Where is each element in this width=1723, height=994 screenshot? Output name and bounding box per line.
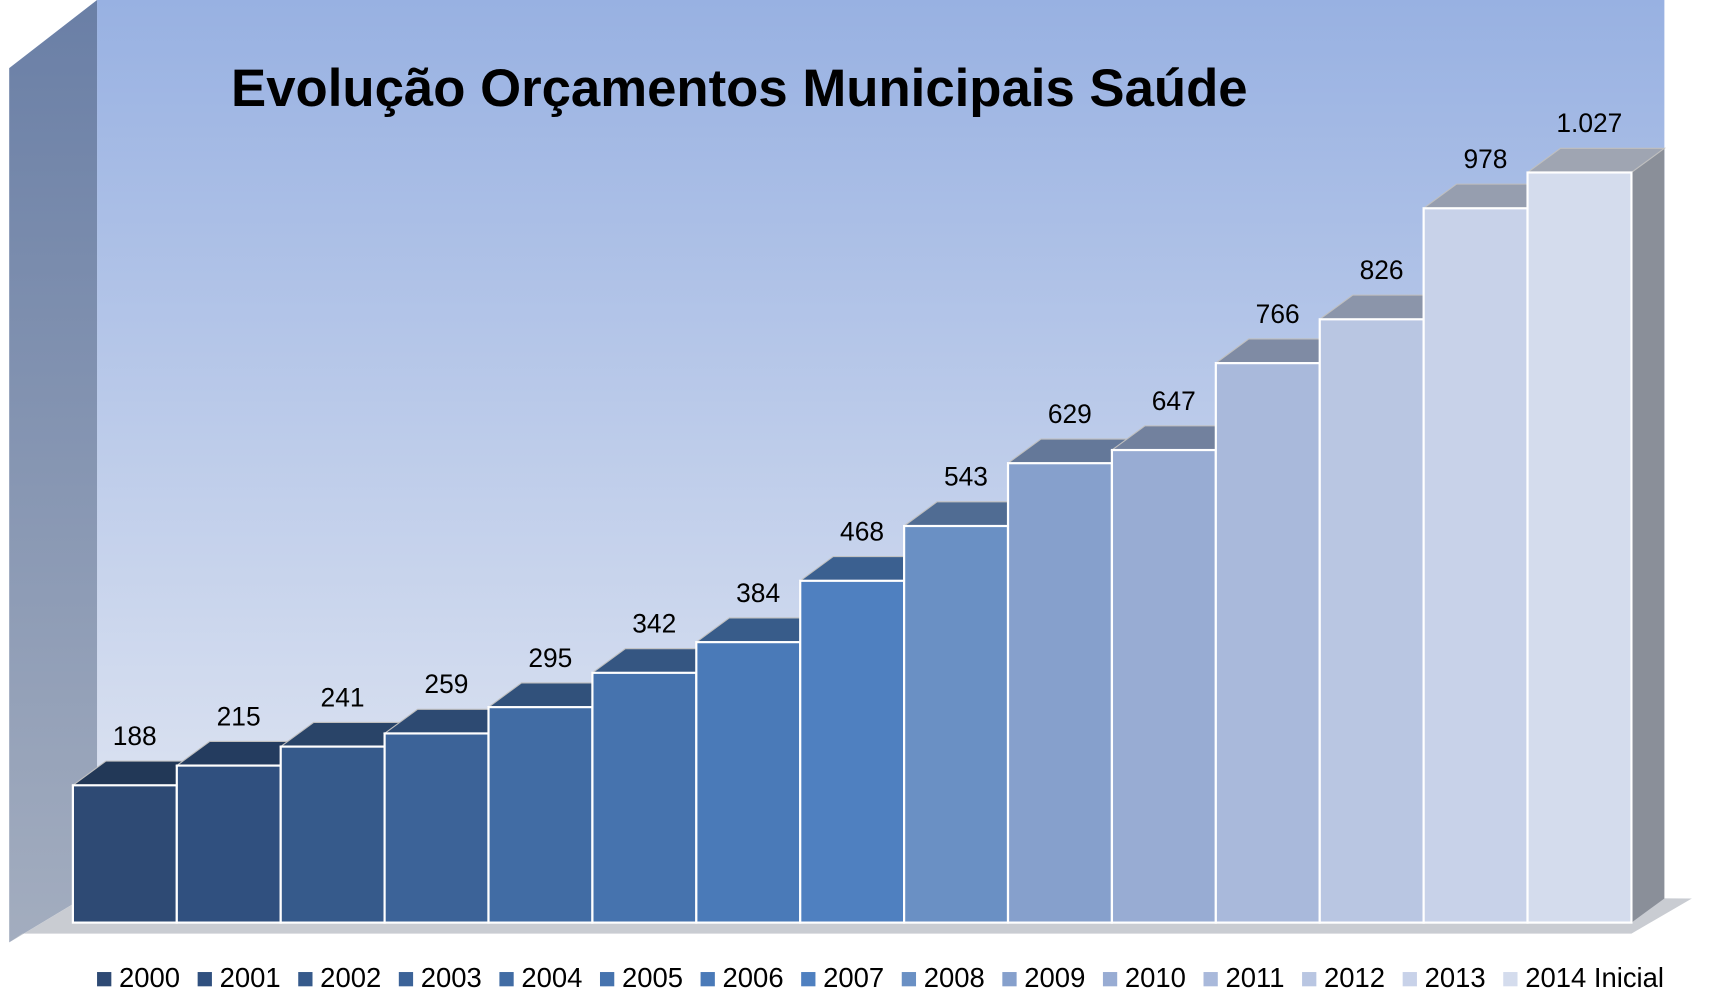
value-label: 1.027 xyxy=(1556,108,1622,138)
legend-label: 2007 xyxy=(823,962,884,993)
legend-swatch xyxy=(398,972,414,987)
legend-swatch xyxy=(1203,972,1218,987)
legend-swatch xyxy=(700,972,715,987)
bar xyxy=(1318,318,1425,924)
value-label: 342 xyxy=(632,609,676,639)
legend-label: 2000 xyxy=(119,962,180,993)
legend-label: 2002 xyxy=(320,962,381,993)
legend: 2000 2001 2002 2003 2004 2005 2006 2007 2008 2009… xyxy=(97,962,1664,993)
legend-label: 2013 xyxy=(1425,962,1486,993)
legend-swatch xyxy=(1302,972,1317,987)
legend-swatch xyxy=(1102,972,1118,987)
legend-label: 2004 xyxy=(521,962,582,993)
value-label: 978 xyxy=(1463,144,1507,174)
bar xyxy=(695,641,802,924)
legend-swatch xyxy=(599,972,615,987)
bar xyxy=(71,784,178,924)
legend-label: 2008 xyxy=(924,962,985,993)
bars: 188 215 241 259 295 342 384 468 543 629 647 766 826 9… xyxy=(71,108,1667,924)
bar xyxy=(591,671,698,924)
value-label: 259 xyxy=(424,669,468,699)
bar xyxy=(1526,171,1633,924)
bar xyxy=(1110,448,1217,924)
bar xyxy=(1006,462,1114,924)
value-label: 826 xyxy=(1360,255,1404,285)
value-label: 468 xyxy=(840,517,884,547)
bar xyxy=(1422,207,1529,924)
value-label: 543 xyxy=(944,462,988,492)
side-wall xyxy=(9,0,98,943)
bar xyxy=(1214,362,1321,924)
legend-swatch xyxy=(1503,972,1518,987)
value-label: 384 xyxy=(736,578,780,608)
value-label: 295 xyxy=(528,643,572,673)
legend-swatch xyxy=(901,972,917,987)
value-label: 241 xyxy=(321,682,365,712)
value-label: 647 xyxy=(1152,386,1196,416)
value-label: 188 xyxy=(113,721,157,751)
legend-swatch xyxy=(1002,972,1017,987)
legend-swatch xyxy=(97,972,112,987)
legend-label: 2005 xyxy=(622,962,683,993)
legend-label: 2003 xyxy=(421,962,482,993)
legend-swatch xyxy=(499,972,514,987)
value-label: 766 xyxy=(1256,299,1300,329)
legend-label: 2001 xyxy=(220,962,281,993)
bar xyxy=(383,732,490,924)
legend-label: 2009 xyxy=(1024,962,1085,993)
legend-label: 2011 xyxy=(1225,962,1284,993)
legend-label: 2010 xyxy=(1125,962,1186,993)
legend-swatch xyxy=(1402,972,1417,987)
bar xyxy=(799,579,906,924)
bar xyxy=(279,745,386,924)
legend-swatch xyxy=(197,972,212,987)
bar xyxy=(903,524,1010,924)
bar-side xyxy=(1631,148,1665,923)
legend-label: 2012 xyxy=(1324,962,1385,993)
value-label: 629 xyxy=(1048,399,1092,429)
legend-label: 2006 xyxy=(723,962,784,993)
legend-swatch xyxy=(298,972,313,987)
bar xyxy=(487,706,594,924)
legend-label: 2014 Inicial xyxy=(1525,962,1664,993)
bar xyxy=(175,764,282,924)
value-label: 215 xyxy=(217,701,261,731)
chart-title: Evolução Orçamentos Municipais Saúde xyxy=(231,59,1248,118)
legend-swatch xyxy=(801,972,816,987)
